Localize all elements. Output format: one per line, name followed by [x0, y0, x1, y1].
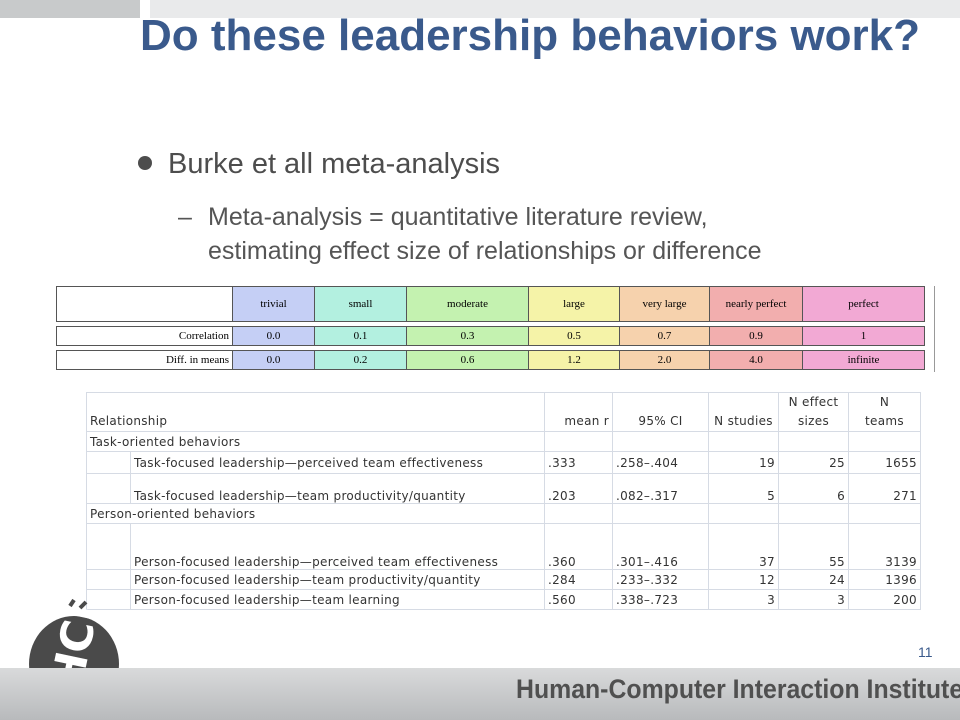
n-studies-cell: 19: [708, 451, 779, 474]
footer-band: [0, 668, 960, 720]
effect-size-header: large: [528, 286, 620, 322]
relationship-cell: Person-focused leadership—team learning: [130, 589, 545, 610]
effect-size-cell: 0.0: [232, 350, 315, 370]
ci-cell: .082–.317: [612, 473, 709, 504]
sub-bullet: – Meta-analysis = quantitative literature…: [178, 200, 762, 268]
bullet-item: Burke et all meta-analysis: [138, 146, 500, 182]
bullet-text: Burke et all meta-analysis: [168, 148, 501, 180]
effect-size-cell: 0.0: [232, 326, 315, 346]
relationship-cell: Task-focused leadership—team productivit…: [130, 473, 545, 504]
header-n-effect-bottom: sizes: [778, 411, 849, 432]
effect-size-header: perfect: [802, 286, 925, 322]
dash-icon: –: [178, 203, 192, 231]
relationship-cell: Person-focused leadership—perceived team…: [130, 523, 545, 570]
n-teams-cell: 271: [848, 473, 921, 504]
mean-r-cell: .284: [544, 569, 613, 590]
effect-size-header: small: [314, 286, 407, 322]
relationship-cell: Person-focused leadership—team productiv…: [130, 569, 545, 590]
effect-size-cell: 0.2: [314, 350, 407, 370]
ci-cell: .338–.723: [612, 589, 709, 610]
ci-cell: .301–.416: [612, 523, 709, 570]
mean-r-cell: .333: [544, 451, 613, 474]
top-decor-bar-left: [0, 0, 140, 18]
sub-bullet-line-2: estimating effect size of relationships …: [208, 237, 762, 265]
group-label: Person-oriented behaviors: [86, 503, 545, 524]
top-decor-bar-right: [150, 0, 960, 18]
n-teams-cell: 3139: [848, 523, 921, 570]
relationship-cell: Task-focused leadership—perceived team e…: [130, 451, 545, 474]
page-number: 11: [918, 644, 933, 660]
effect-size-header: moderate: [406, 286, 529, 322]
effect-size-cell: 1: [802, 326, 925, 346]
effect-size-cell: infinite: [802, 350, 925, 370]
footer-institute-name: Human-Computer Interaction Institute: [516, 674, 960, 704]
effect-size-cell: 0.5: [528, 326, 620, 346]
n-studies-cell: 3: [708, 589, 779, 610]
effect-size-header: trivial: [232, 286, 315, 322]
effect-size-cell: 0.7: [619, 326, 710, 346]
meta-analysis-table-container: N effect N Relationship mean r 95% CI N …: [86, 392, 921, 610]
effect-size-header: very large: [619, 286, 710, 322]
group-label: Task-oriented behaviors: [86, 431, 545, 452]
meta-analysis-table: N effect N Relationship mean r 95% CI N …: [86, 392, 921, 610]
effect-size-cell: 0.1: [314, 326, 407, 346]
mean-r-cell: .203: [544, 473, 613, 504]
header-relationship: Relationship: [86, 411, 545, 432]
n-effect-cell: 55: [778, 523, 849, 570]
header-mean-r: mean r: [544, 411, 613, 432]
sub-bullet-line-1: Meta-analysis = quantitative literature …: [208, 203, 708, 231]
effect-size-cell: 1.2: [528, 350, 620, 370]
effect-size-table: trivial small moderate large very large …: [56, 286, 925, 370]
n-studies-cell: 12: [708, 569, 779, 590]
n-teams-cell: 200: [848, 589, 921, 610]
slide-title: Do these leadership behaviors work?: [140, 11, 921, 60]
effect-size-cell: 0.9: [709, 326, 803, 346]
n-effect-cell: 25: [778, 451, 849, 474]
header-n-teams-bottom: teams: [848, 411, 921, 432]
effect-size-row-label: Correlation: [56, 326, 233, 346]
n-studies-cell: 5: [708, 473, 779, 504]
ci-cell: .258–.404: [612, 451, 709, 474]
bullet-dot-icon: [138, 156, 152, 170]
mean-r-cell: .560: [544, 589, 613, 610]
effect-size-corner: [56, 286, 233, 322]
header-n-teams-top: N: [848, 392, 921, 411]
n-studies-cell: 37: [708, 523, 779, 570]
n-effect-cell: 24: [778, 569, 849, 590]
header-n-studies: N studies: [708, 411, 779, 432]
effect-size-cell: 4.0: [709, 350, 803, 370]
effect-size-cell: 2.0: [619, 350, 710, 370]
effect-size-cell: 0.3: [406, 326, 529, 346]
mean-r-cell: .360: [544, 523, 613, 570]
n-effect-cell: 6: [778, 473, 849, 504]
effect-size-header: nearly perfect: [709, 286, 803, 322]
effect-size-cell: 0.6: [406, 350, 529, 370]
n-teams-cell: 1396: [848, 569, 921, 590]
header-n-effect-top: N effect: [778, 392, 849, 411]
header-ci: 95% CI: [612, 411, 709, 432]
n-effect-cell: 3: [778, 589, 849, 610]
effect-size-row-label: Diff. in means: [56, 350, 233, 370]
n-teams-cell: 1655: [848, 451, 921, 474]
ci-cell: .233–.332: [612, 569, 709, 590]
effect-size-scale: trivial small moderate large very large …: [56, 286, 935, 372]
